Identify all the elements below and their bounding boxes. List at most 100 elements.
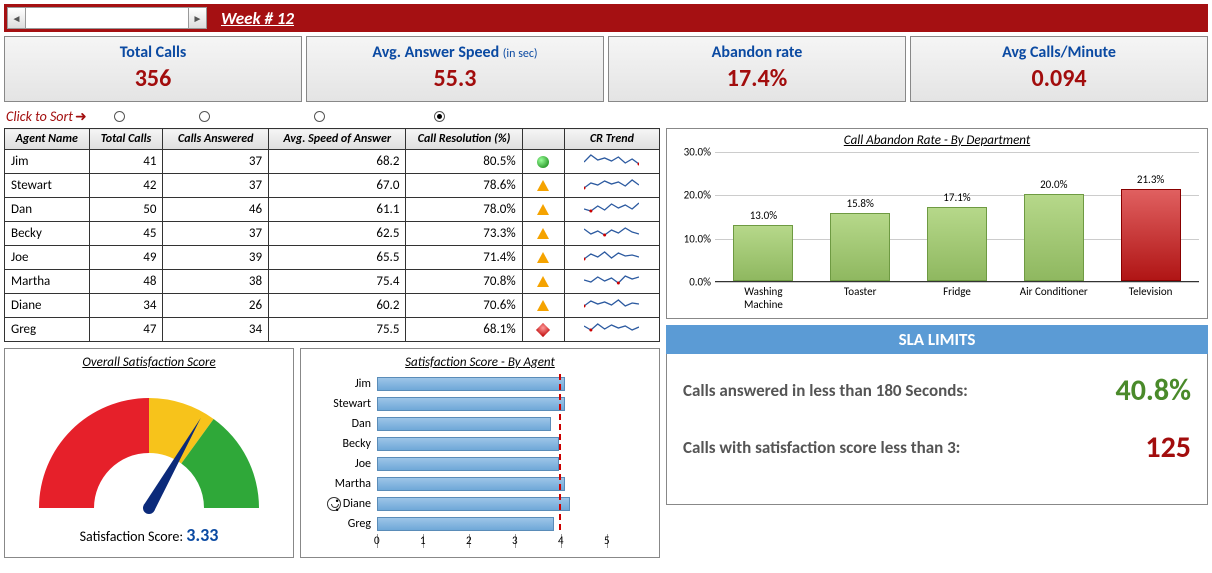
kpi-card: Avg. Answer Speed (in sec) 55.3 [306,36,604,102]
hbar-label: Diane [307,497,377,511]
week-prev-button[interactable]: ◄ [8,8,26,28]
hbar-row: Joe [307,454,653,474]
vbar-value: 20.0% [1024,178,1084,191]
sla-value: 40.8% [1051,372,1191,409]
kpi-value: 0.094 [911,64,1207,93]
vbar-label: Air Conditioner [1018,285,1090,298]
cell-calls: 42 [89,174,163,198]
indicator-green-icon [537,156,549,168]
cell-indicator [522,318,564,342]
kpi-title: Abandon rate [609,43,905,62]
hbar-label: Becky [307,437,377,451]
satisfaction-score-label: Satisfaction Score: 3.33 [11,524,287,546]
table-row: Martha 48 38 75.4 70.8% [5,270,660,294]
sparkline [584,320,639,335]
week-scroller: ◄ ► [7,7,207,29]
agent-name: Greg [5,318,90,342]
satisfaction-score-text: Satisfaction Score: [80,528,184,545]
cell-indicator [522,270,564,294]
indicator-yellow-icon [537,252,549,263]
cell-calls: 45 [89,222,163,246]
table-header: Total Calls [89,129,163,150]
indicator-red-icon [536,323,550,337]
hbar-label: Martha [307,477,377,491]
sla-header: SLA LIMITS [666,325,1208,354]
sort-radio[interactable] [199,111,210,122]
cell-calls: 47 [89,318,163,342]
table-row: Becky 45 37 62.5 73.3% [5,222,660,246]
cell-trend [564,318,659,342]
vbar: 21.3% Television [1121,189,1181,281]
table-row: Stewart 42 37 67.0 78.6% [5,174,660,198]
vbar-label: Fridge [921,285,993,298]
cell-resolution: 71.4% [406,246,522,270]
vbar-value: 17.1% [927,191,987,204]
indicator-yellow-icon [537,180,549,191]
vbar-value: 15.8% [830,197,890,210]
sort-radio[interactable] [314,111,325,122]
cell-answered: 37 [163,222,269,246]
cell-speed: 68.2 [269,150,406,174]
vbar: 13.0% Washing Machine [733,225,793,281]
kpi-value: 356 [5,64,301,93]
hbar-row: Diane [307,494,653,514]
cell-speed: 65.5 [269,246,406,270]
cell-calls: 34 [89,294,163,318]
vbar-label: Television [1115,285,1187,298]
sla-value: 125 [1051,429,1191,466]
vbar-value: 13.0% [733,209,793,222]
sla-row: Calls answered in less than 180 Seconds:… [683,372,1191,409]
sort-radio[interactable] [114,111,125,122]
vbar-value: 21.3% [1121,173,1181,186]
hbar-label: Stewart [307,397,377,411]
cell-resolution: 70.8% [406,270,522,294]
kpi-title: Avg Calls/Minute [911,43,1207,62]
cell-speed: 60.2 [269,294,406,318]
cell-indicator [522,222,564,246]
gauge-title: Overall Satisfaction Score [11,355,287,370]
week-next-button[interactable]: ► [188,8,206,28]
cell-answered: 38 [163,270,269,294]
cell-resolution: 73.3% [406,222,522,246]
sparkline [584,224,639,239]
indicator-yellow-icon [537,276,549,287]
sla-row: Calls with satisfaction score less than … [683,429,1191,466]
sla-text: Calls with satisfaction score less than … [683,437,1051,458]
vbar-label: Washing Machine [727,285,799,311]
cell-resolution: 78.0% [406,198,522,222]
week-scroll-track[interactable] [26,8,188,28]
gauge-chart [19,378,279,518]
sparkline [584,296,639,311]
cell-trend [564,294,659,318]
cell-resolution: 70.6% [406,294,522,318]
cell-resolution: 80.5% [406,150,522,174]
cell-speed: 61.1 [269,198,406,222]
table-header: Call Resolution (%) [406,129,522,150]
indicator-yellow-icon [537,228,549,239]
sparkline [584,152,639,167]
hbar-row: Becky [307,434,653,454]
indicator-yellow-icon [537,300,549,311]
vbar: 20.0% Air Conditioner [1024,194,1084,281]
hbar-label: Jim [307,377,377,391]
hbar-label: Greg [307,517,377,531]
hbar-row: Dan [307,414,653,434]
cell-calls: 50 [89,198,163,222]
sort-row: Click to Sort➜ [4,106,1208,126]
cell-calls: 48 [89,270,163,294]
agent-name: Jim [5,150,90,174]
table-row: Diane 34 26 60.2 70.6% [5,294,660,318]
cell-speed: 67.0 [269,174,406,198]
indicator-yellow-icon [537,204,549,215]
hbar-row: Stewart [307,394,653,414]
cell-trend [564,222,659,246]
cell-indicator [522,198,564,222]
sla-text: Calls answered in less than 180 Seconds: [683,380,1051,401]
hbar-row: Jim [307,374,653,394]
satisfaction-by-agent-panel: Satisfaction Score - By Agent Jim Stewar… [300,348,660,558]
gauge-panel: Overall Satisfaction Score Satisfaction … [4,348,294,558]
kpi-title: Total Calls [5,43,301,62]
sort-radio[interactable] [434,111,445,122]
table-header: Avg. Speed of Answer [269,129,406,150]
agent-name: Stewart [5,174,90,198]
